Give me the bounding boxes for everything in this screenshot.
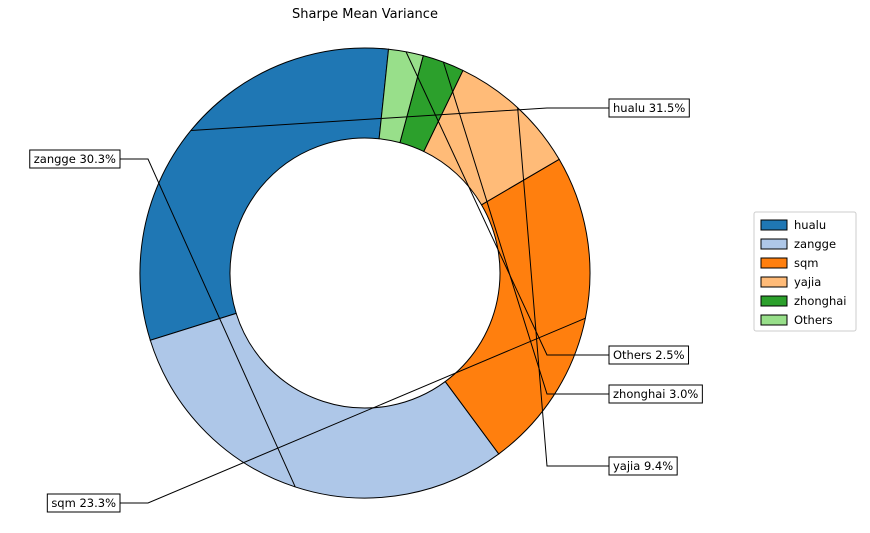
slice-label-box-others: [608, 345, 690, 365]
leader-line-zhonghai: [442, 61, 609, 395]
legend-swatch-zhonghai: [760, 295, 788, 307]
legend: hualu zangge sqm yajia zhonghai Others: [753, 211, 857, 332]
slice-label-box-zhonghai: [608, 384, 703, 404]
slice-zangge: [149, 312, 500, 499]
slices-group: [139, 47, 591, 499]
slice-label-box-zangge: [29, 149, 121, 169]
slice-label-zhonghai: zhonghai 3.0%: [613, 387, 698, 401]
legend-label-hualu: hualu: [794, 218, 826, 232]
slice-label-others: Others 2.5%: [613, 348, 685, 362]
slice-label-yajia: yajia 9.4%: [613, 459, 673, 473]
leader-line-sqm: [120, 317, 586, 504]
slice-label-zangge: zangge 30.3%: [34, 152, 116, 166]
legend-label-zhonghai: zhonghai: [794, 294, 846, 308]
chart-title: Sharpe Mean Variance: [292, 7, 438, 22]
legend-label-zangge: zangge: [794, 237, 836, 251]
legend-swatch-zangge: [760, 238, 788, 250]
legend-swatch-yajia: [760, 276, 788, 288]
leader-line-zangge: [120, 158, 296, 488]
leader-line-yajia: [517, 107, 609, 467]
legend-swatch-others: [760, 314, 788, 326]
leader-line-hualu: [190, 107, 609, 131]
slice-label-box-hualu: [608, 98, 690, 118]
slice-label-box-yajia: [608, 456, 678, 476]
legend-swatch-sqm: [760, 257, 788, 269]
slice-label-box-sqm: [46, 493, 121, 513]
slice-label-hualu: hualu 31.5%: [613, 101, 685, 115]
slice-hualu: [139, 47, 390, 341]
slice-sqm: [444, 158, 591, 455]
legend-label-yajia: yajia: [794, 275, 821, 289]
labels-group: hualu 31.5% zangge 30.3% sqm 23.3% yajia 9.…: [29, 51, 703, 513]
legend-label-sqm: sqm: [794, 256, 819, 270]
leader-line-others: [405, 51, 609, 356]
slice-label-sqm: sqm 23.3%: [51, 496, 116, 510]
legend-label-others: Others: [794, 313, 833, 327]
slice-others: [378, 48, 424, 144]
legend-swatch-hualu: [760, 219, 788, 231]
